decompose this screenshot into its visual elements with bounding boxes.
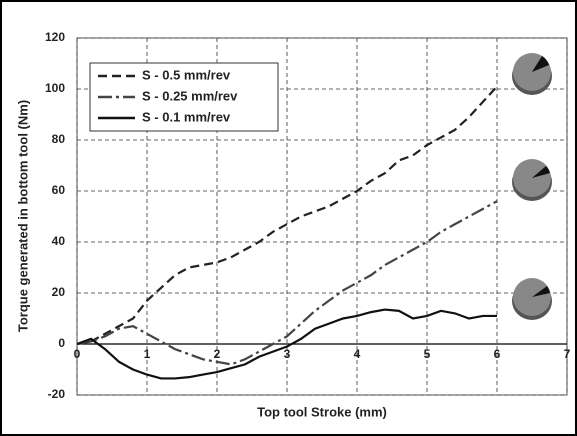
y-tick-label: 60 bbox=[52, 183, 66, 197]
x-tick-label: 4 bbox=[354, 347, 361, 361]
legend-label: S - 0.25 mm/rev bbox=[142, 88, 238, 103]
series-line bbox=[76, 200, 498, 366]
x-tick-label: 1 bbox=[144, 347, 151, 361]
pie-icons bbox=[512, 53, 552, 320]
y-tick-label: 80 bbox=[52, 132, 66, 146]
y-tick-label: 40 bbox=[52, 234, 66, 248]
legend-label: S - 0.5 mm/rev bbox=[142, 67, 231, 82]
y-axis-label: Torque generated in bottom tool (Nm) bbox=[15, 100, 30, 332]
x-tick-label: 5 bbox=[424, 347, 431, 361]
legend-label: S - 0.1 mm/rev bbox=[142, 109, 231, 124]
x-tick-label: 6 bbox=[494, 347, 501, 361]
series-line bbox=[76, 85, 498, 346]
legend-box bbox=[89, 62, 279, 132]
x-tick-label: 2 bbox=[214, 347, 221, 361]
series-line bbox=[76, 308, 497, 380]
y-tick-label: 20 bbox=[52, 285, 66, 299]
y-tick-label: -20 bbox=[48, 387, 66, 401]
y-tick-label: 120 bbox=[45, 30, 65, 44]
x-tick-label: 0 bbox=[74, 347, 81, 361]
x-axis-label: Top tool Stroke (mm) bbox=[257, 404, 387, 419]
x-tick-label: 3 bbox=[284, 347, 291, 361]
y-tick-label: 0 bbox=[58, 336, 65, 350]
y-tick-label: 100 bbox=[45, 81, 65, 95]
x-tick-label: 7 bbox=[564, 347, 571, 361]
